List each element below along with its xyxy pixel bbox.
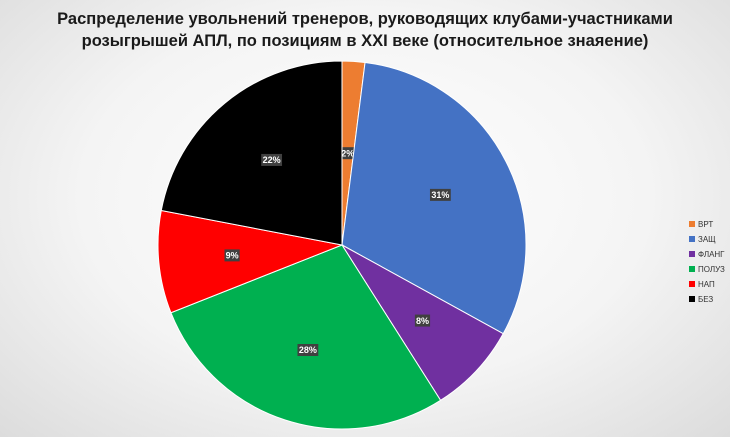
- legend-label: НАП: [698, 280, 715, 289]
- legend-item-4: ПОЛУЗ: [689, 265, 725, 274]
- data-label-text: 28%: [299, 345, 317, 355]
- data-label-text: 8%: [416, 316, 429, 326]
- chart-title: Распределение увольнений тренеров, руков…: [0, 8, 730, 52]
- legend: ВРТ ЗАЩ ФЛАНГ ПОЛУЗ НАП БЕЗ: [689, 220, 725, 304]
- pie-slice-4: [170, 244, 442, 430]
- data-label-box: [297, 343, 319, 356]
- data-label-box: [340, 147, 356, 160]
- data-label-text: 22%: [263, 155, 281, 165]
- data-label-2: 31%: [429, 188, 451, 201]
- legend-swatch: [689, 266, 695, 272]
- data-label-text: 9%: [226, 251, 239, 261]
- data-label-1: 2%: [340, 147, 356, 160]
- legend-label: ЗАЩ: [698, 235, 716, 244]
- data-label-box: [224, 249, 240, 262]
- data-label-4: 28%: [297, 343, 319, 356]
- pie-slice-5: [157, 209, 344, 314]
- legend-label: ВРТ: [698, 220, 713, 229]
- legend-swatch: [689, 281, 695, 287]
- legend-swatch: [689, 251, 695, 257]
- legend-item-5: НАП: [689, 280, 715, 289]
- legend-item-3: ФЛАНГ: [689, 250, 725, 259]
- pie-slice-6: [160, 60, 343, 246]
- chart-title-line-1: Распределение увольнений тренеров, руков…: [57, 10, 673, 28]
- legend-item-2: ЗАЩ: [689, 235, 716, 244]
- data-label-3: 8%: [414, 314, 431, 327]
- legend-label: БЕЗ: [698, 295, 713, 304]
- legend-swatch: [689, 221, 695, 227]
- legend-swatch: [689, 296, 695, 302]
- legend-label: ФЛАНГ: [698, 250, 725, 259]
- data-label-5: 9%: [224, 249, 240, 262]
- data-label-text: 2%: [341, 148, 354, 158]
- data-label-box: [261, 153, 283, 166]
- legend-swatch: [689, 236, 695, 242]
- data-label-6: 22%: [261, 153, 283, 166]
- data-label-box: [429, 188, 451, 201]
- chart-title-line-2: розыгрышей АПЛ, по позициям в XXI веке (…: [81, 32, 649, 50]
- legend-item-6: БЕЗ: [689, 295, 713, 304]
- data-label-text: 31%: [431, 190, 449, 200]
- legend-label: ПОЛУЗ: [698, 265, 725, 274]
- legend-item-1: ВРТ: [689, 220, 713, 229]
- data-label-box: [414, 314, 431, 327]
